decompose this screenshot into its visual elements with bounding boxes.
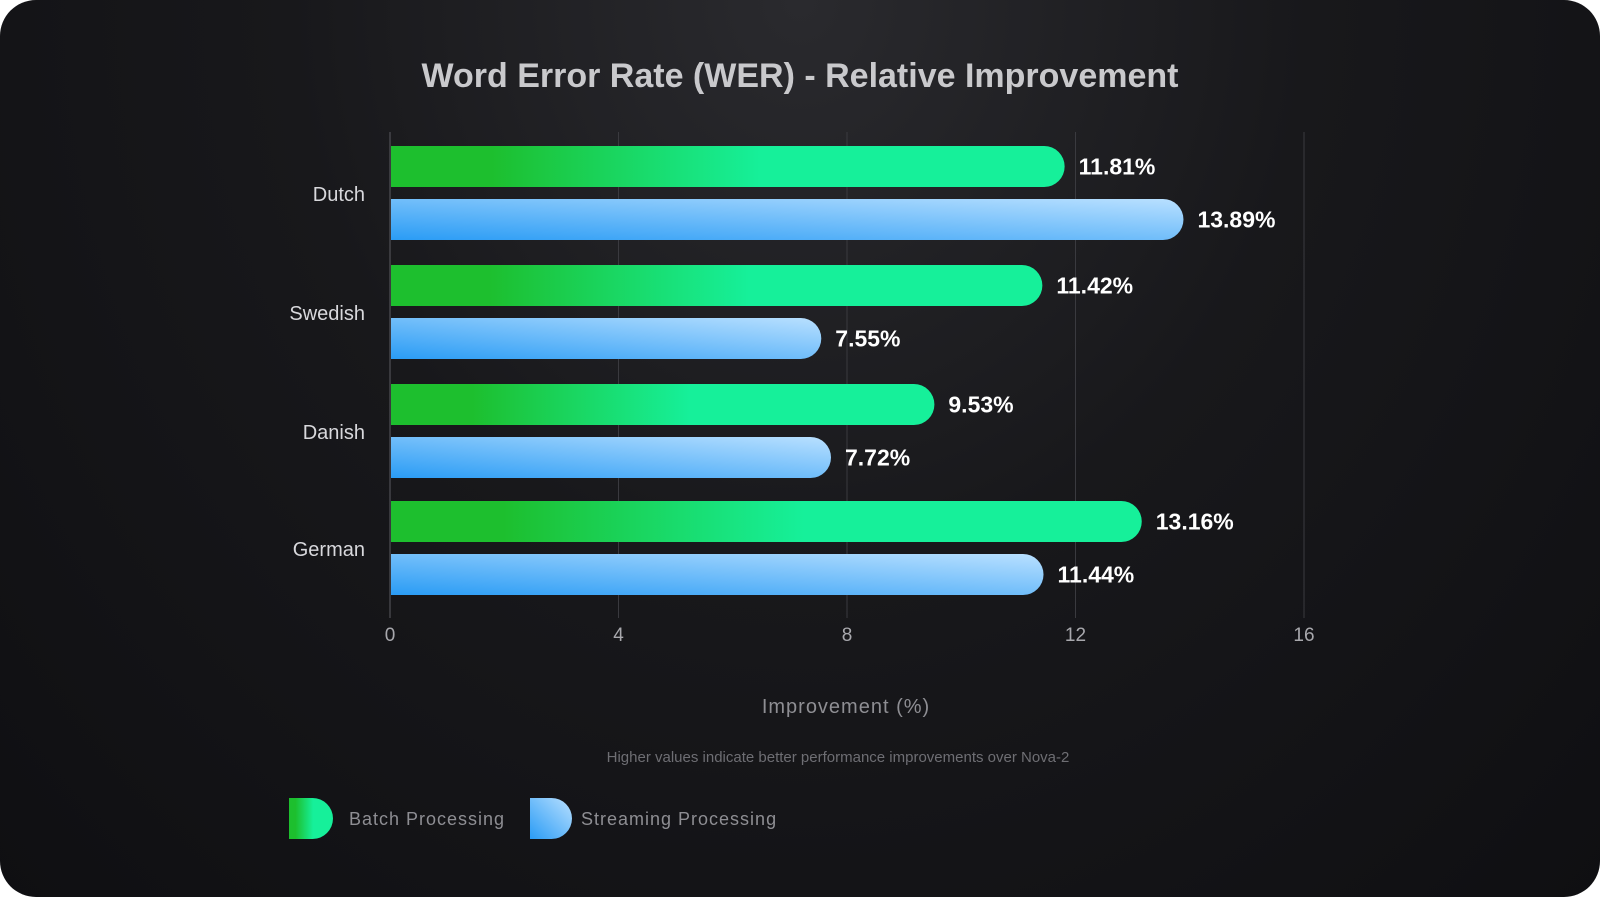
value-label: 13.89% — [1197, 207, 1275, 233]
value-labels: 11.81% 13.89% 11.42% 7.55% 9.53% 7.72% 13.16% 1… — [835, 154, 1275, 588]
x-axis-title: Improvement (%) — [762, 696, 930, 718]
legend-swatch — [530, 798, 572, 839]
batch-bar-german — [391, 501, 1142, 542]
x-tick-label: 0 — [385, 625, 396, 646]
batch-bar-danish — [391, 384, 935, 425]
bars — [391, 146, 1184, 595]
category-label: German — [293, 539, 365, 561]
category-labels: Dutch Swedish Danish German — [289, 184, 365, 561]
legend-swatch — [289, 798, 333, 839]
chart-title: Word Error Rate (WER) - Relative Improve… — [422, 57, 1179, 95]
streaming-bar-german — [391, 554, 1044, 595]
value-label: 7.55% — [835, 326, 900, 352]
value-label: 13.16% — [1156, 509, 1234, 535]
batch-bar-dutch — [391, 146, 1065, 187]
x-tick-labels: 0 4 8 12 16 — [385, 625, 1315, 646]
category-label: Swedish — [289, 303, 365, 325]
value-label: 7.72% — [845, 445, 910, 471]
chart-note: Higher values indicate better performanc… — [607, 749, 1070, 766]
streaming-bar-danish — [391, 437, 832, 478]
legend-label: Streaming Processing — [581, 809, 777, 829]
x-tick-label: 8 — [842, 625, 853, 646]
value-label: 11.44% — [1058, 562, 1135, 588]
value-label: 11.81% — [1079, 154, 1156, 180]
batch-bar-swedish — [391, 265, 1043, 306]
legend: Batch Processing Streaming Processing — [289, 798, 777, 839]
value-label: 9.53% — [948, 392, 1013, 418]
x-tick-label: 16 — [1293, 625, 1314, 646]
value-label: 11.42% — [1056, 273, 1133, 299]
legend-label: Batch Processing — [349, 809, 505, 829]
x-tick-label: 4 — [613, 625, 624, 646]
streaming-bar-swedish — [391, 318, 822, 359]
category-label: Dutch — [313, 184, 365, 206]
streaming-bar-dutch — [391, 199, 1184, 240]
x-tick-label: 12 — [1065, 625, 1086, 646]
category-label: Danish — [303, 422, 365, 444]
